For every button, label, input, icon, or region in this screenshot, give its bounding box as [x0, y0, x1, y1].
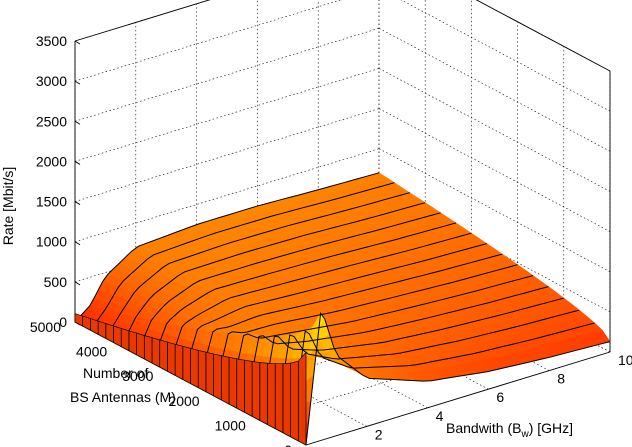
y-tick-label: 3000 — [122, 368, 153, 384]
grid-line — [74, 68, 380, 162]
z-tick-label: 3500 — [36, 33, 67, 49]
grid-line — [74, 148, 380, 243]
x-axis-label-main: Bandwith (B — [446, 420, 521, 436]
z-axis-label: Rate [Mbit/s] — [0, 167, 16, 246]
y-tick-label: 0 — [284, 442, 292, 447]
grid-line — [400, 0, 611, 112]
mesh-line — [197, 253, 503, 388]
z-tick-mark — [74, 161, 81, 165]
x-tick-label: 10 — [618, 352, 632, 368]
z-tick-label: 1500 — [36, 194, 67, 210]
surface-side-strip — [236, 358, 245, 413]
mesh-line — [274, 309, 580, 429]
grid-line — [74, 108, 380, 202]
mesh-line — [259, 297, 564, 421]
mesh-line — [105, 192, 410, 339]
z-tick-mark — [74, 120, 81, 125]
x-axis-label-sub: w — [520, 429, 529, 440]
mesh-line — [120, 202, 426, 347]
mesh-line — [243, 286, 549, 413]
surface-side-strip — [105, 323, 114, 344]
surface-side-strip — [90, 318, 99, 335]
surface-side-strip — [259, 362, 268, 426]
surface-plot — [74, 172, 611, 446]
y-tick-label: 5000 — [30, 319, 61, 335]
z-tick-label: 500 — [44, 274, 68, 290]
surface-side-strip — [174, 343, 184, 380]
z-tick-mark — [74, 40, 81, 45]
surface-side-strip — [213, 353, 222, 401]
mesh-line — [136, 212, 441, 355]
surface-side-strip — [190, 347, 199, 389]
surface-side-strip — [290, 360, 299, 442]
x-axis-label: Bandwith (Bw) [GHz] — [446, 420, 573, 440]
surface-side-strip — [228, 356, 238, 409]
mesh-line — [89, 182, 395, 331]
grid-line — [476, 0, 611, 72]
x-tick-label: 6 — [496, 389, 504, 405]
surface-side-strip — [120, 327, 130, 352]
surface-side-strip — [267, 362, 276, 430]
x-tick-label: 2 — [375, 426, 383, 442]
z-tick-mark — [74, 281, 81, 286]
surface-side-strip — [297, 351, 307, 446]
y-axis-label-line2: BS Antennas (M) — [70, 389, 176, 405]
z-tick-label: 2500 — [36, 113, 67, 129]
y-axis-label-line1: Number of — [83, 365, 148, 381]
surface-side-strip — [197, 349, 207, 393]
surface-side-strip — [159, 339, 168, 372]
surface-side-strip — [244, 359, 253, 417]
z-tick-label: 3000 — [36, 73, 67, 89]
surface-side-strip — [282, 362, 291, 438]
y-tick-label: 2000 — [168, 393, 199, 409]
z-tick-label: 1000 — [36, 234, 67, 250]
box-edge — [305, 351, 611, 446]
surface-side-strip — [143, 335, 153, 364]
mesh-line — [213, 264, 518, 396]
surface-side-strip — [251, 360, 261, 421]
surface-side-strip — [182, 345, 191, 385]
surface-side-strip — [97, 320, 107, 339]
x-tick-label: 8 — [557, 371, 565, 387]
grid-line — [378, 68, 611, 192]
z-tick-mark — [74, 201, 81, 205]
mesh-line — [74, 172, 380, 323]
grid-line — [74, 0, 342, 82]
grid-line — [74, 0, 211, 42]
x-axis-label-tail: ) [GHz] — [529, 420, 573, 436]
mesh-line — [151, 222, 457, 364]
surface-side-strip — [151, 337, 161, 368]
y-tick-label: 4000 — [76, 344, 107, 360]
x-tick-label: 4 — [436, 408, 444, 424]
z-tick-mark — [74, 241, 81, 246]
z-tick-mark — [74, 80, 81, 85]
surface-side-strip — [205, 351, 214, 397]
grid-line — [378, 28, 611, 152]
z-tick-label: 0 — [59, 314, 67, 330]
surface-side-strip — [82, 315, 91, 331]
box-edge — [475, 0, 611, 72]
x-tick-label: 0 — [314, 445, 322, 447]
mesh-line — [228, 275, 534, 405]
y-tick-label: 1000 — [215, 417, 246, 433]
grid-line — [74, 27, 380, 122]
surface-side-strip — [113, 325, 122, 348]
tick-labels: 0 500 1000 1500 2000 2500 3000 3500 0 2 4 6 8 10 0 1000… — [30, 33, 632, 447]
surface-side-strip — [274, 363, 284, 434]
surface-side-strip — [128, 330, 137, 356]
mesh-line — [290, 322, 595, 437]
mesh-line — [166, 232, 472, 372]
surface-side-strip — [74, 313, 84, 327]
surface-side-strip — [136, 332, 145, 360]
z-tick-label: 2000 — [36, 153, 67, 169]
box-edge — [74, 0, 211, 42]
surface-side-strip — [220, 355, 230, 405]
mesh-line — [305, 311, 611, 446]
surface-side-strip — [167, 341, 176, 376]
mesh-line — [182, 243, 487, 380]
